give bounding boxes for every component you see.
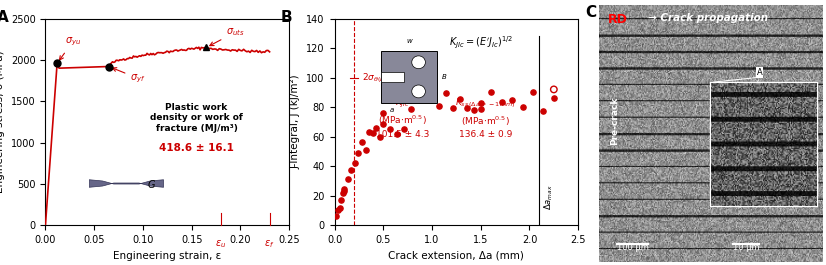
- Text: $K_{JIc}$
(MPa$\cdot$m$^{0.5}$)
101.5 ± 4.3: $K_{JIc}$ (MPa$\cdot$m$^{0.5}$) 101.5 ± …: [376, 96, 430, 139]
- Point: [359, 148, 373, 152]
- Point: [336, 191, 349, 195]
- Point: [333, 205, 346, 210]
- Point: [377, 111, 390, 115]
- Point: [369, 126, 382, 130]
- Text: A: A: [757, 68, 762, 77]
- Point: [411, 86, 425, 90]
- Point: [344, 168, 358, 172]
- Text: C: C: [586, 5, 596, 20]
- Point: [373, 135, 387, 139]
- Text: 10 μm: 10 μm: [733, 243, 759, 252]
- Text: → Crack propagation: → Crack propagation: [648, 13, 768, 23]
- Text: RD: RD: [608, 13, 628, 26]
- Point: [397, 127, 411, 131]
- Point: [383, 127, 396, 131]
- Text: $\varepsilon_u$: $\varepsilon_u$: [216, 238, 226, 250]
- Point: [474, 107, 487, 111]
- Point: [432, 104, 445, 108]
- Point: [468, 108, 481, 112]
- Point: [506, 98, 519, 102]
- Point: [391, 132, 404, 136]
- Point: [547, 95, 560, 100]
- Polygon shape: [382, 72, 405, 82]
- Point: [526, 90, 539, 94]
- Point: [405, 107, 418, 111]
- Text: $K_{ss\,(\Delta a=-1\,mm)}$
(MPa$\cdot$m$^{0.5}$)
136.4 ± 0.9: $K_{ss\,(\Delta a=-1\,mm)}$ (MPa$\cdot$m…: [455, 96, 516, 139]
- Point: [425, 90, 439, 94]
- Point: [330, 214, 343, 218]
- Point: [439, 91, 453, 95]
- Point: [363, 130, 376, 134]
- Point: [355, 140, 368, 144]
- Text: $\sigma_{uts}$: $\sigma_{uts}$: [210, 26, 244, 46]
- Text: Pre-crack: Pre-crack: [610, 97, 619, 145]
- Text: $\sigma_{yf}$: $\sigma_{yf}$: [112, 68, 145, 85]
- Text: w: w: [406, 38, 412, 44]
- Point: [352, 151, 365, 155]
- X-axis label: Crack extension, Δa (mm): Crack extension, Δa (mm): [388, 250, 525, 260]
- Text: 418.6 ± 16.1: 418.6 ± 16.1: [159, 143, 234, 153]
- Text: $2\sigma_{\theta(RD)}$: $2\sigma_{\theta(RD)}$: [362, 71, 393, 85]
- Point: [460, 105, 473, 110]
- Y-axis label: J-Integral, J (kJ/m²): J-Integral, J (kJ/m²): [291, 74, 301, 169]
- Point: [341, 177, 354, 181]
- Circle shape: [412, 85, 425, 98]
- Text: 100 μm: 100 μm: [617, 243, 648, 252]
- Circle shape: [412, 56, 425, 69]
- Text: a: a: [390, 107, 394, 113]
- Text: $G$: $G$: [147, 178, 156, 189]
- Point: [331, 208, 344, 212]
- Point: [474, 101, 487, 105]
- Text: B: B: [442, 74, 446, 80]
- Y-axis label: Engineering stress, σ (MPa): Engineering stress, σ (MPa): [0, 51, 6, 193]
- Point: [547, 87, 560, 91]
- Text: $\sigma_{yu}$: $\sigma_{yu}$: [59, 36, 81, 60]
- Polygon shape: [89, 180, 164, 187]
- Point: [453, 97, 467, 101]
- Point: [335, 197, 348, 202]
- Text: B: B: [281, 10, 292, 25]
- Point: [338, 189, 351, 194]
- Text: $\Delta a_{max}$: $\Delta a_{max}$: [542, 185, 554, 210]
- Point: [419, 96, 432, 100]
- Bar: [710, 82, 818, 206]
- Point: [516, 105, 529, 109]
- Text: A: A: [0, 10, 8, 25]
- Point: [495, 100, 508, 104]
- Point: [377, 122, 390, 126]
- Text: $\varepsilon_f$: $\varepsilon_f$: [264, 238, 275, 250]
- Point: [537, 109, 550, 113]
- Text: Plastic work
density or work of
fracture (MJ/m³): Plastic work density or work of fracture…: [150, 103, 243, 133]
- Point: [366, 131, 379, 135]
- Point: [485, 90, 498, 94]
- Text: $K_{JIc} = (E^{\prime} J_{Ic})^{1/2}$: $K_{JIc} = (E^{\prime} J_{Ic})^{1/2}$: [449, 35, 513, 51]
- Point: [349, 161, 362, 165]
- Point: [446, 106, 459, 110]
- X-axis label: Engineering strain, ε: Engineering strain, ε: [113, 250, 221, 260]
- Point: [338, 187, 351, 191]
